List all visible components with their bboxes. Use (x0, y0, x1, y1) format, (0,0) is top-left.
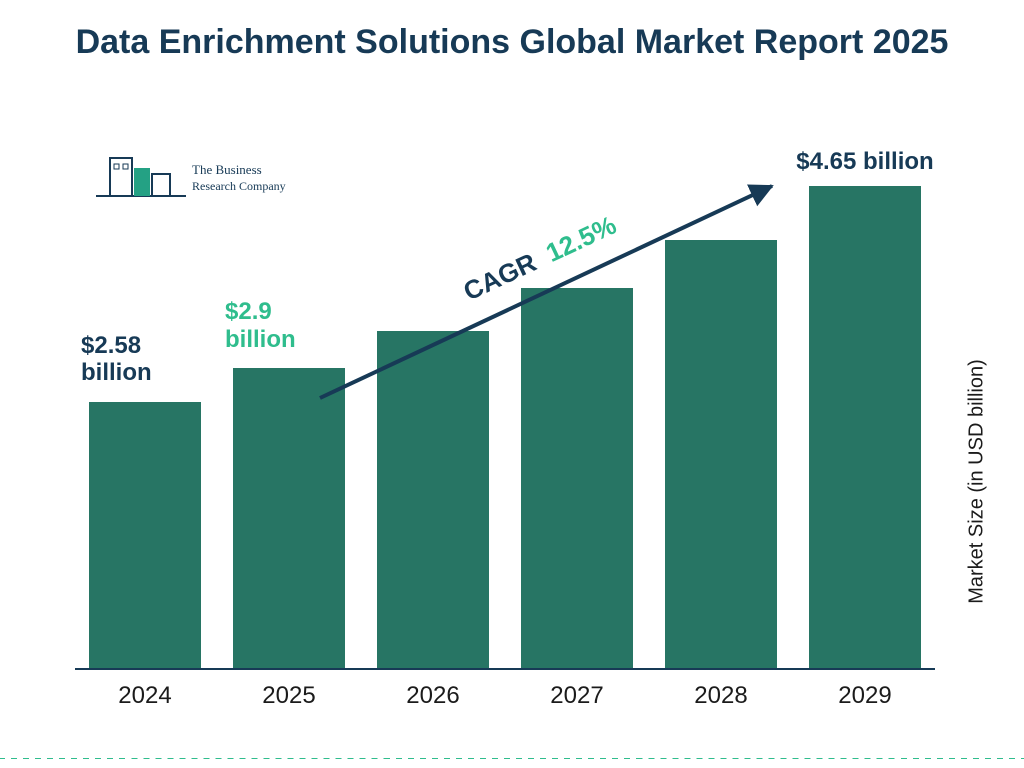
plot-area (75, 150, 935, 670)
bars-group (75, 150, 935, 670)
value-label: $4.65 billion (775, 148, 955, 176)
bar (665, 240, 777, 670)
value-label: $2.9 billion (225, 298, 335, 353)
y-axis-label: Market Size (in USD billion) (966, 352, 989, 612)
x-tick-label: 2026 (377, 682, 489, 710)
x-tick-label: 2029 (809, 682, 921, 710)
x-tick-label: 2025 (233, 682, 345, 710)
value-label: $2.58 billion (81, 332, 199, 387)
bar (233, 368, 345, 670)
bar (377, 331, 489, 670)
bar (89, 402, 201, 670)
x-tick-label: 2024 (89, 682, 201, 710)
x-axis (75, 668, 935, 670)
bottom-dashed-rule (0, 758, 1024, 759)
chart-title: Data Enrichment Solutions Global Market … (0, 22, 1024, 63)
chart-canvas: Data Enrichment Solutions Global Market … (0, 0, 1024, 768)
x-tick-label: 2028 (665, 682, 777, 710)
x-tick-label: 2027 (521, 682, 633, 710)
bar (521, 288, 633, 670)
bar (809, 186, 921, 670)
